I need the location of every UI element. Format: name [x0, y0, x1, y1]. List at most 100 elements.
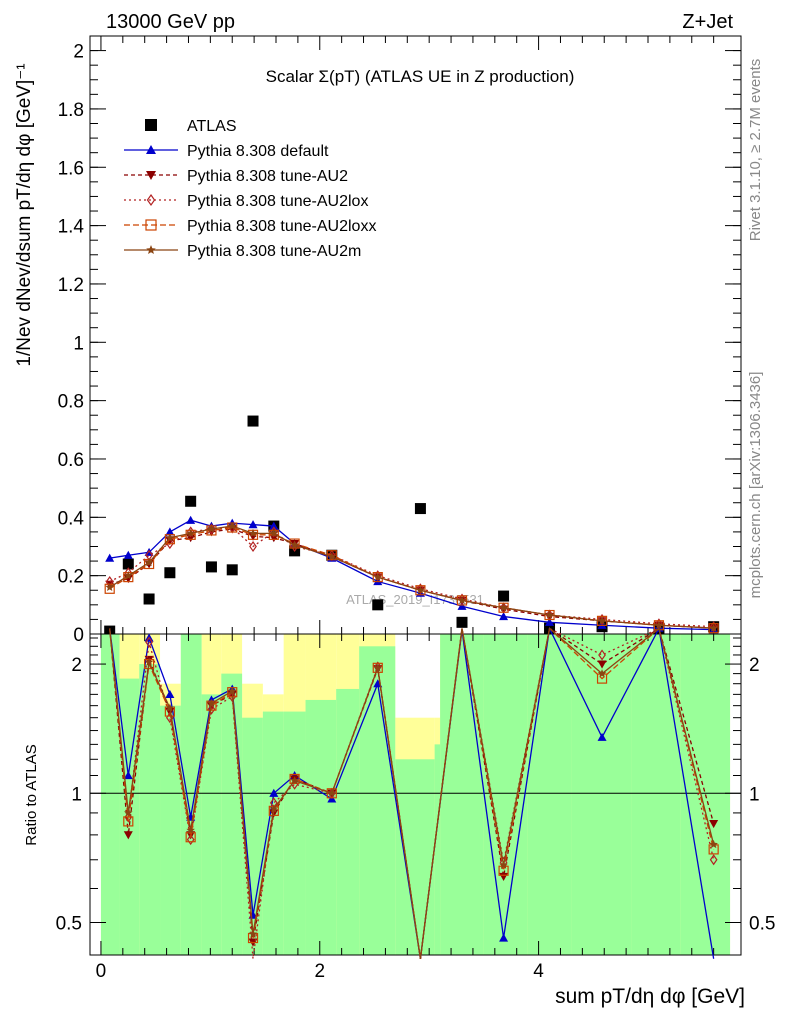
data-point-series-1 [105, 553, 115, 562]
ratio-y-axis-label: Ratio to ATLAS [23, 744, 40, 845]
data-point-series-3 [373, 570, 382, 582]
data-point-series-5 [248, 528, 258, 537]
series-line-1 [109, 519, 714, 631]
ratio-point-series-4 [373, 663, 382, 672]
legend-marker [145, 219, 157, 231]
ratio-point-series-4 [248, 929, 258, 938]
ratio-band-green [201, 694, 222, 955]
legend: ATLAS Pythia 8.308 default Pythia 8.308 tu… [124, 118, 376, 260]
ratio-point-series-0 [597, 732, 607, 741]
y-tick-label: 0.4 [58, 508, 85, 529]
ratio-band-green [139, 664, 161, 955]
ratio-point-series-2 [228, 691, 237, 703]
ratio-point-series-4 [709, 839, 718, 849]
ratio-point-series-3 [372, 662, 383, 673]
legend-marker [146, 245, 156, 254]
data-point-series-3 [458, 593, 466, 605]
data-point-series-1 [457, 601, 467, 610]
data-point-series-5 [105, 582, 114, 591]
data-point-series-0 [143, 593, 155, 605]
data-point-series-1 [248, 520, 258, 529]
data-point-series-4 [372, 572, 383, 583]
data-point-series-4 [289, 538, 300, 549]
legend-marker [146, 171, 156, 180]
ratio-point-series-4 [597, 669, 607, 678]
y-tick-label: 0 [73, 625, 84, 646]
series-line-3 [109, 526, 714, 628]
legend-label: Pythia 8.308 tune-AU2loxx [187, 218, 376, 235]
data-point-series-5 [228, 521, 237, 530]
x-axis-label: sum pT/dη dφ [GeV] [555, 985, 745, 1008]
series-line-2 [109, 528, 714, 629]
data-point-series-0 [205, 561, 217, 573]
ratio-y-tick-label: 0.5 [56, 913, 82, 934]
ratio-band-green [160, 705, 181, 955]
ratio-point-series-4 [269, 804, 279, 813]
data-point-series-3 [416, 583, 425, 595]
ratio-point-series-0 [499, 933, 509, 942]
series-line-4 [109, 526, 714, 629]
ratio-point-series-3 [289, 773, 300, 785]
data-point-series-3 [249, 540, 257, 553]
x-tick-label: 4 [533, 961, 544, 982]
legend-label: Pythia 8.308 tune-AU2lox [187, 193, 368, 210]
ratio-band-green [242, 717, 263, 955]
data-point-series-4 [456, 595, 468, 606]
ratio-y-tick-label-right: 1 [749, 784, 760, 805]
legend-marker [146, 193, 156, 207]
plot-title: Scalar Σ(pT) (ATLAS UE in Z production) [266, 67, 575, 86]
ratio-point-series-1 [123, 831, 133, 840]
y-tick-label: 1 [73, 333, 84, 354]
legend-label: Pythia 8.308 tune-AU2m [187, 243, 361, 260]
data-point-series-1 [186, 515, 196, 524]
mcplots-label: mcplots.cern.ch [arXiv:1306.3436] [747, 372, 764, 599]
rivet-label: Rivet 3.1.10, ≥ 2.7M events [747, 59, 764, 242]
x-tick-label: 0 [96, 961, 107, 982]
ratio-point-series-4 [290, 776, 299, 785]
ratio-point-series-1 [597, 660, 607, 669]
legend-label: ATLAS [187, 118, 237, 135]
ratio-point-series-2 [709, 854, 718, 866]
data-point-series-5 [709, 623, 718, 632]
y-tick-label: 0.8 [58, 392, 84, 413]
y-tick-label: 0.6 [58, 450, 84, 471]
ratio-band-green [262, 711, 284, 955]
data-point-series-5 [124, 571, 133, 580]
data-point-series-5 [144, 558, 154, 567]
ratio-plot: 0.5 0.5 1 1 2 2 0 2 4 [56, 626, 775, 982]
process-label: Z+Jet [682, 11, 733, 33]
legend-marker [146, 145, 156, 154]
ratio-y-tick-label: 1 [71, 784, 82, 805]
y-tick-label: 0.2 [58, 567, 84, 588]
ratio-point-series-4 [186, 825, 195, 834]
ratio-band-green [440, 634, 484, 955]
ratio-band-green [571, 634, 632, 955]
y-tick-label: 1.6 [58, 158, 84, 179]
data-point-series-0 [498, 590, 510, 602]
ratio-point-series-3 [326, 788, 337, 799]
ratio-y-tick-label-right: 2 [749, 655, 760, 676]
legend-marker [145, 119, 157, 131]
data-point-series-5 [545, 610, 554, 619]
data-point-series-5 [327, 552, 337, 561]
legend-label: Pythia 8.308 default [187, 143, 329, 160]
data-point-series-1 [269, 521, 279, 530]
y-tick-label: 2 [73, 42, 84, 63]
data-point-series-0 [372, 599, 384, 611]
data-point-series-5 [207, 524, 216, 533]
ratio-band-green [283, 711, 306, 955]
ratio-plot-frame [89, 633, 742, 956]
ratio-band-green [305, 699, 337, 955]
data-point-series-5 [186, 528, 195, 537]
ratio-point-series-2 [207, 703, 216, 715]
data-point-series-5 [416, 585, 425, 594]
ratio-point-series-4 [228, 686, 237, 695]
ratio-band-green [100, 634, 120, 955]
data-point-series-0 [226, 564, 238, 576]
ratio-band-green [527, 634, 572, 955]
legend-label: Pythia 8.308 tune-AU2 [187, 168, 348, 185]
ratio-point-series-0 [123, 771, 133, 780]
ratio-band-green [180, 634, 202, 955]
data-point-series-1 [499, 611, 509, 621]
